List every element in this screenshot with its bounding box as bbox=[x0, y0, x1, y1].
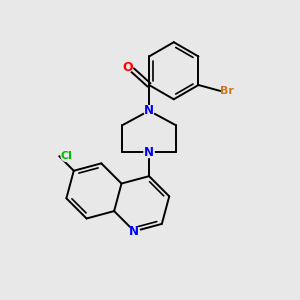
Circle shape bbox=[144, 147, 154, 158]
Text: Cl: Cl bbox=[60, 151, 72, 161]
Circle shape bbox=[129, 226, 140, 236]
Circle shape bbox=[61, 151, 71, 161]
Text: N: N bbox=[129, 225, 139, 238]
Circle shape bbox=[144, 106, 154, 116]
Text: Br: Br bbox=[220, 86, 234, 96]
Text: N: N bbox=[144, 146, 154, 159]
Circle shape bbox=[222, 86, 233, 96]
Circle shape bbox=[122, 62, 132, 72]
Text: O: O bbox=[122, 61, 133, 74]
Text: N: N bbox=[144, 104, 154, 117]
